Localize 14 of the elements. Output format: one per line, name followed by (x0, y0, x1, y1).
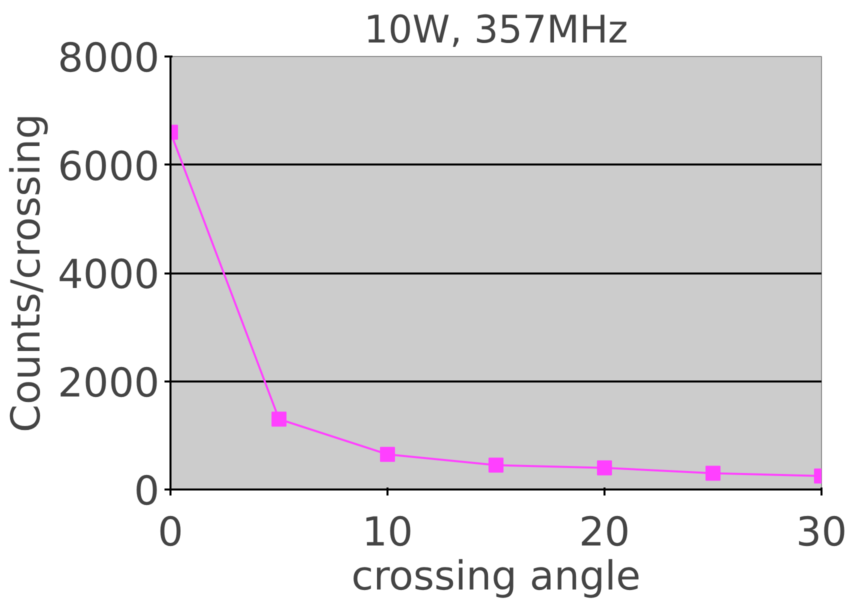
x-tick-label: 30 (796, 510, 847, 556)
y-tick-label: 6000 (58, 144, 160, 190)
y-tick-label: 2000 (58, 360, 160, 406)
point (597, 460, 612, 476)
point (380, 446, 395, 462)
x-tick-label: 10 (362, 510, 413, 556)
y-tick-label: 8000 (58, 36, 160, 82)
chart-title: 10W, 357MHz (364, 8, 628, 52)
point (488, 458, 504, 473)
y-tick-label: 4000 (58, 252, 160, 298)
y-tick-label: 0 (134, 468, 160, 514)
x-tick-label: 20 (579, 510, 630, 556)
y-axis-title: Counts/crossing (4, 114, 50, 432)
x-axis-title: crossing angle (351, 554, 641, 600)
